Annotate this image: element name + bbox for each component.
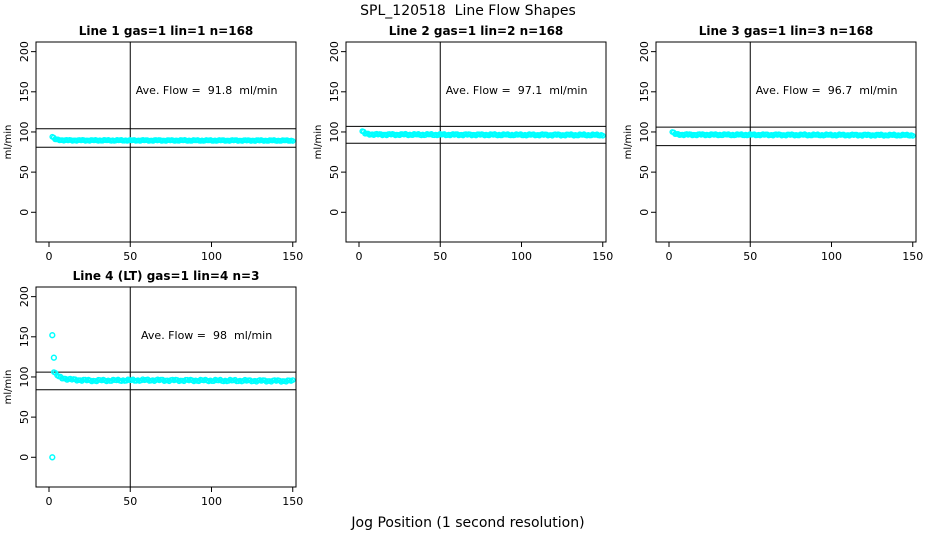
y-tick-label: 150: [328, 81, 341, 102]
x-tick-label: 0: [46, 495, 53, 508]
x-tick-label: 0: [666, 250, 673, 263]
plot-box: [35, 286, 297, 488]
chart-panel-line-2: 0 50 100 150 0 50 100 150 200 ml/min Line 2 gas=1 …: [310, 24, 622, 270]
y-tick-label: 100: [18, 121, 31, 142]
y-tick-label: 200: [18, 286, 31, 307]
y-tick-label: 150: [18, 326, 31, 347]
main-title: SPL_120518 Line Flow Shapes: [360, 3, 576, 19]
chart-panel-line-4: 0 50 100 150 0 50 100 150 200 ml/min Line 4 (LT) g…: [0, 269, 312, 515]
outlier-data-point: [50, 354, 58, 361]
y-axis-label: ml/min: [3, 125, 14, 160]
plot-box: [655, 41, 917, 243]
y-tick-label: 50: [18, 165, 31, 179]
x-axis-outer-label: Jog Position (1 second resolution): [351, 515, 585, 531]
y-axis-label: ml/min: [313, 125, 324, 160]
data-point: [289, 138, 296, 144]
ave-flow-annotation: Ave. Flow = 96.7 ml/min: [756, 84, 898, 97]
panel-title: Line 3 gas=1 lin=3 n=168: [699, 24, 874, 38]
panel-title: Line 1 gas=1 lin=1 n=168: [79, 24, 254, 38]
data-point: [909, 132, 916, 139]
x-tick-label: 50: [433, 250, 447, 263]
y-tick-label: 150: [638, 81, 651, 102]
y-tick-label: 0: [638, 209, 651, 216]
line-1-chart: 0 50 100 150 0 50 100 150 200 ml/min Line 1 gas=1 …: [3, 24, 303, 263]
y-tick-label: 200: [328, 41, 341, 62]
y-axis-label: ml/min: [3, 370, 14, 405]
y-tick-label: 100: [638, 121, 651, 142]
line-2-chart: 0 50 100 150 0 50 100 150 200 ml/min Line 2 gas=1 …: [313, 24, 613, 263]
outlier-data-point: [49, 454, 56, 461]
x-tick-label: 150: [282, 495, 303, 508]
y-tick-label: 50: [18, 410, 31, 424]
ave-flow-annotation: Ave. Flow = 98 ml/min: [141, 329, 272, 342]
plot-box: [35, 41, 297, 243]
x-tick-label: 100: [201, 495, 222, 508]
line-3-chart: 0 50 100 150 0 50 100 150 200 ml/min Line 3 gas=1 …: [623, 24, 923, 263]
x-tick-label: 100: [201, 250, 222, 263]
x-tick-label: 150: [592, 250, 613, 263]
y-tick-label: 100: [18, 366, 31, 387]
plot-box: [345, 41, 607, 243]
y-tick-label: 200: [18, 41, 31, 62]
chart-panel-line-3: 0 50 100 150 0 50 100 150 200 ml/min Line 3 gas=1 …: [620, 24, 932, 270]
x-tick-label: 50: [743, 250, 757, 263]
panel-title: Line 2 gas=1 lin=2 n=168: [389, 24, 564, 38]
ave-flow-annotation: Ave. Flow = 91.8 ml/min: [136, 84, 278, 97]
x-tick-label: 50: [123, 250, 137, 263]
ave-flow-annotation: Ave. Flow = 97.1 ml/min: [446, 84, 588, 97]
y-tick-label: 0: [18, 454, 31, 461]
y-tick-label: 0: [328, 209, 341, 216]
y-tick-label: 100: [328, 121, 341, 142]
data-point: [289, 377, 296, 384]
y-axis-label: ml/min: [623, 125, 634, 160]
panel-title: Line 4 (LT) gas=1 lin=4 n=3: [73, 269, 260, 283]
x-tick-label: 150: [282, 250, 303, 263]
y-tick-label: 200: [638, 41, 651, 62]
y-tick-label: 150: [18, 81, 31, 102]
x-tick-label: 50: [123, 495, 137, 508]
y-tick-label: 50: [638, 165, 651, 179]
outlier-data-point: [49, 332, 56, 339]
data-point: [599, 132, 606, 139]
line-4-chart: 0 50 100 150 0 50 100 150 200 ml/min Line 4 (LT) g…: [3, 269, 303, 508]
x-tick-label: 100: [821, 250, 842, 263]
x-tick-label: 100: [511, 250, 532, 263]
x-tick-label: 0: [356, 250, 363, 263]
x-tick-label: 0: [46, 250, 53, 263]
chart-panel-line-1: 0 50 100 150 0 50 100 150 200 ml/min Line 1 gas=1 …: [0, 24, 312, 270]
y-tick-label: 50: [328, 165, 341, 179]
y-tick-label: 0: [18, 209, 31, 216]
x-tick-label: 150: [902, 250, 923, 263]
